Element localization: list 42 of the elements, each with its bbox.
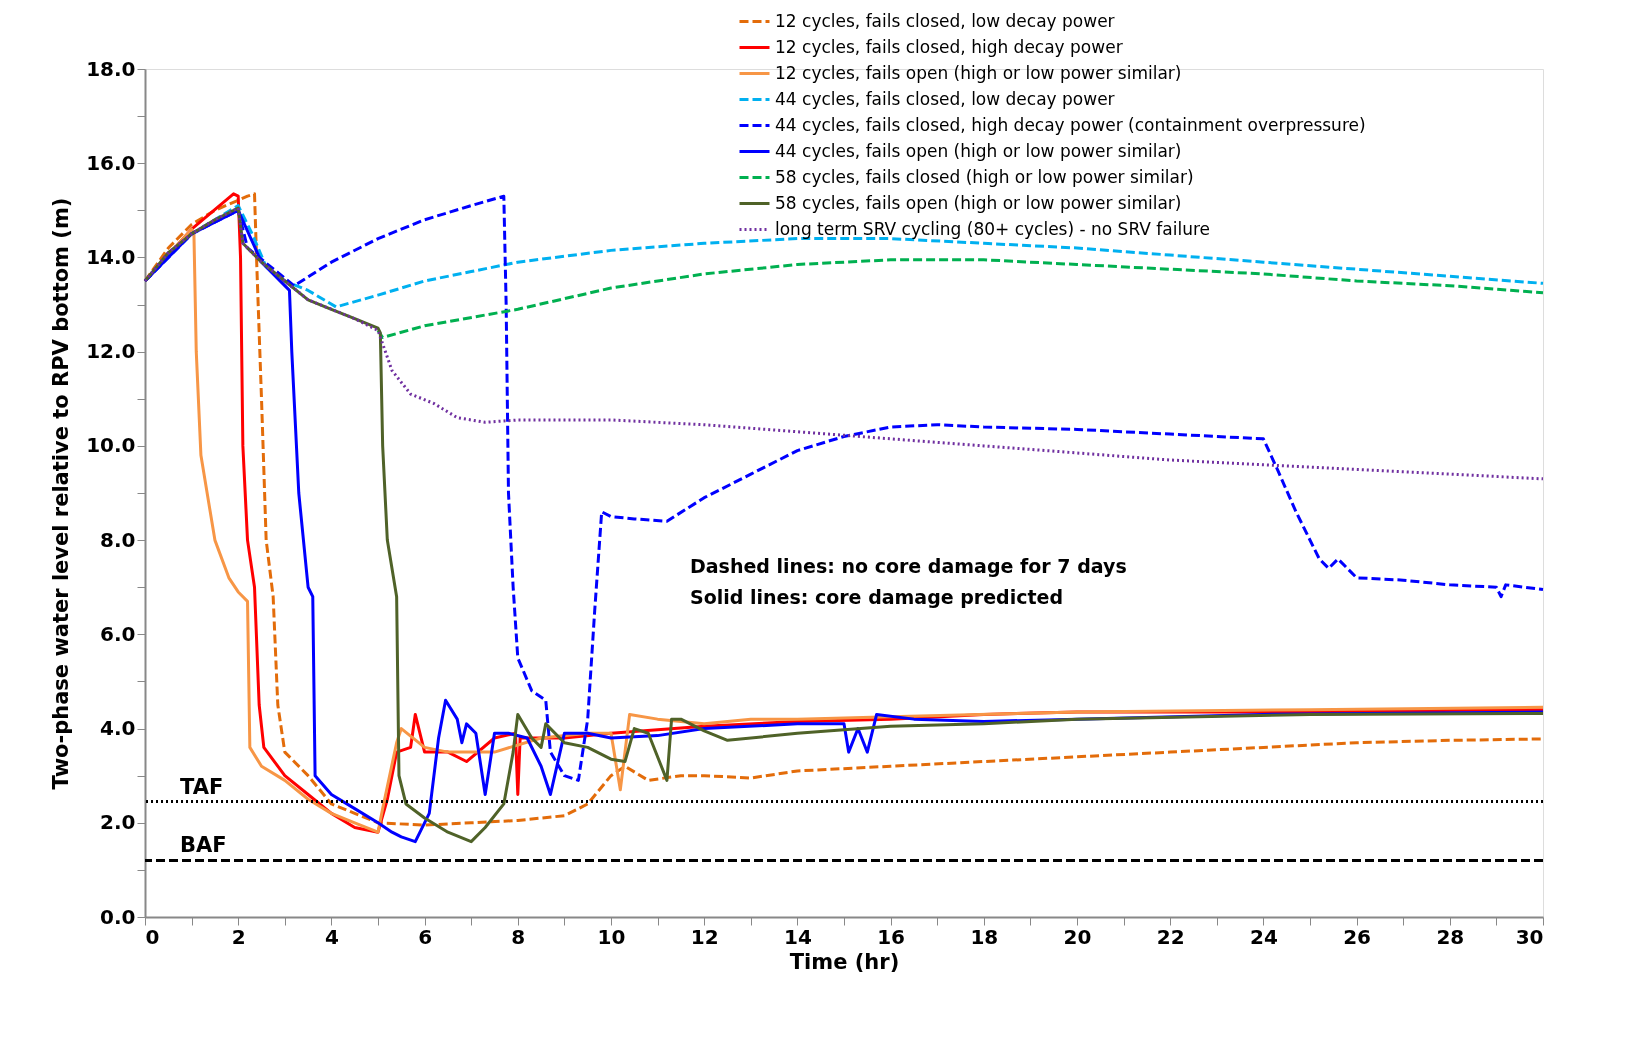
legend-label: 44 cycles, fails open (high or low power similar) bbox=[775, 140, 1182, 161]
legend-label: 58 cycles, fails open (high or low power similar) bbox=[775, 192, 1182, 213]
x-tick-label: 22 bbox=[1156, 924, 1185, 949]
legend-label: 12 cycles, fails open (high or low power similar) bbox=[775, 62, 1182, 83]
legend-label: 58 cycles, fails closed (high or low power similar) bbox=[775, 166, 1194, 187]
x-tick-label: 28 bbox=[1436, 924, 1465, 949]
y-tick-label: 0.0 bbox=[100, 904, 136, 929]
legend-label: long term SRV cycling (80+ cycles) - no SRV failure bbox=[775, 218, 1211, 239]
legend-label: 12 cycles, fails closed, high decay power bbox=[775, 36, 1123, 57]
x-tick-label: 30 bbox=[1515, 924, 1544, 949]
x-tick-label: 20 bbox=[1063, 924, 1092, 949]
legend-label: 44 cycles, fails closed, high decay power (containment overpressure) bbox=[775, 114, 1366, 135]
y-tick-label: 10.0 bbox=[86, 433, 136, 458]
annotation: Dashed lines: no core damage for 7 days bbox=[690, 555, 1127, 577]
legend-label: 12 cycles, fails closed, low decay power bbox=[775, 10, 1115, 31]
x-axis-title: Time (hr) bbox=[789, 949, 900, 974]
y-tick-label: 16.0 bbox=[86, 150, 136, 175]
x-tick-label: 6 bbox=[418, 924, 433, 949]
x-tick-label: 14 bbox=[783, 924, 812, 949]
x-tick-label: 24 bbox=[1249, 924, 1278, 949]
y-axis-title: Two-phase water level relative to RPV bottom (m) bbox=[49, 197, 74, 790]
legend-label: 44 cycles, fails closed, low decay power bbox=[775, 88, 1115, 109]
x-tick-label: 12 bbox=[690, 924, 719, 949]
y-tick-label: 2.0 bbox=[100, 810, 136, 835]
annotation: Solid lines: core damage predicted bbox=[690, 586, 1064, 608]
x-tick-label: 0 bbox=[145, 924, 160, 949]
y-tick-label: 18.0 bbox=[86, 56, 136, 81]
line-series bbox=[376, 258, 1545, 340]
x-tick-label: 18 bbox=[970, 924, 999, 949]
y-tick-label: 6.0 bbox=[100, 621, 136, 646]
y-tick-label: 8.0 bbox=[100, 527, 136, 552]
y-tick-label: 12.0 bbox=[86, 339, 136, 364]
x-tick-label: 2 bbox=[231, 924, 246, 949]
ref-line-label: TAF bbox=[180, 774, 224, 799]
x-tick-label: 26 bbox=[1343, 924, 1372, 949]
x-tick-label: 16 bbox=[877, 924, 906, 949]
x-tick-label: 4 bbox=[324, 924, 339, 949]
ref-line-label: BAF bbox=[180, 833, 227, 858]
x-tick-label: 8 bbox=[511, 924, 526, 949]
x-tick-label: 10 bbox=[597, 924, 626, 949]
y-tick-label: 14.0 bbox=[86, 244, 136, 269]
y-tick-label: 4.0 bbox=[100, 716, 136, 741]
